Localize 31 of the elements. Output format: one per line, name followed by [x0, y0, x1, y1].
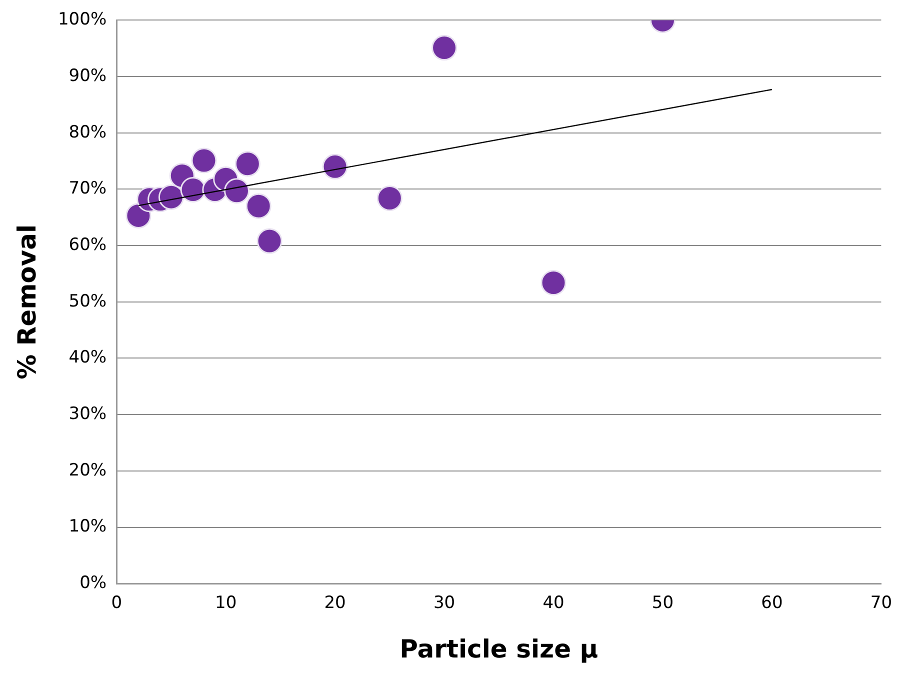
point: [158, 184, 184, 210]
point: [246, 193, 272, 219]
x-tick-label: 70: [870, 593, 892, 614]
y-tick-label: 10%: [68, 516, 107, 537]
y-tick-label: 40%: [68, 348, 107, 368]
point: [224, 178, 250, 204]
x-tick-label: 10: [215, 593, 237, 614]
y-tick-label: 0%: [80, 573, 107, 594]
y-tick-label: 90%: [68, 66, 107, 86]
y-tick-label: 80%: [68, 122, 107, 142]
point: [540, 270, 566, 296]
y-tick-label: 30%: [68, 404, 107, 424]
point: [432, 35, 458, 61]
y-axis-title: % Removal: [12, 224, 42, 380]
point: [191, 148, 217, 174]
y-tick-label: 50%: [68, 291, 107, 312]
y-tick-label: 20%: [68, 460, 107, 480]
x-axis-title: Particle size μ: [400, 634, 598, 664]
point: [322, 154, 348, 180]
x-tick-label: 20: [324, 593, 346, 614]
x-tick-label: 60: [761, 593, 783, 614]
point: [376, 185, 402, 211]
x-tick-label: 50: [652, 593, 674, 614]
point: [234, 151, 260, 177]
y-tick-label: 100%: [58, 10, 107, 30]
x-tick-label: 0: [111, 593, 122, 614]
y-tick-label: 70%: [68, 178, 107, 199]
y-tick-label: 60%: [68, 234, 107, 255]
x-tick-label: 40: [542, 593, 564, 614]
point: [256, 228, 282, 254]
x-tick-label: 30: [433, 593, 456, 614]
